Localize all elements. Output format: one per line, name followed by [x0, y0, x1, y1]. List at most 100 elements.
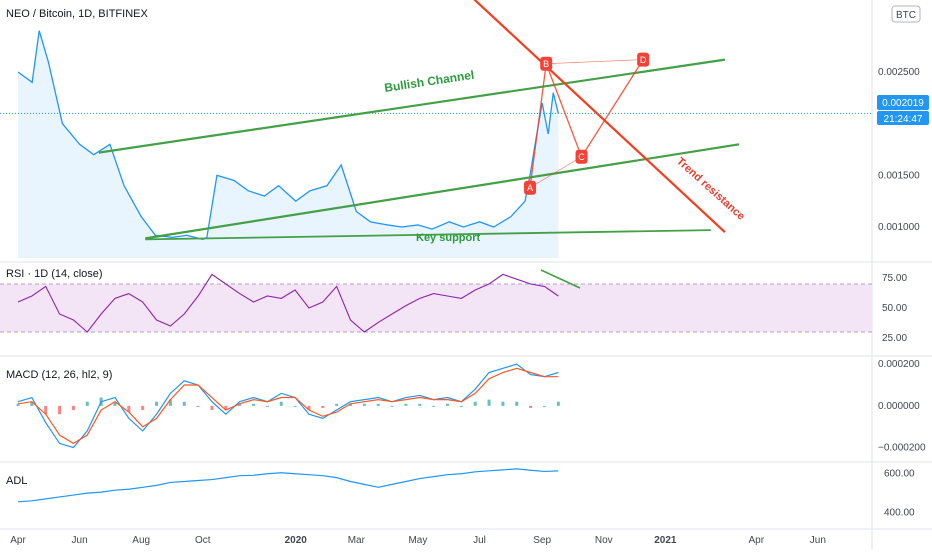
- macd-histogram-bar: [487, 399, 491, 406]
- trend-resistance-line: [473, 0, 726, 233]
- macd-histogram-bar: [529, 405, 533, 408]
- signal-series-line: [17, 367, 559, 445]
- pattern-leg-ab: [529, 63, 547, 188]
- rsi-y-tick: 25.00: [882, 333, 907, 344]
- macd-histogram-bar: [252, 403, 256, 406]
- time-tick: Aug: [132, 535, 150, 546]
- price-y-tick: 0.002500: [878, 67, 920, 78]
- macd-histogram-bar: [473, 401, 477, 406]
- adl-series-line: [17, 468, 559, 503]
- macd-histogram-bar: [141, 405, 145, 411]
- countdown-badge: 21:24:47: [877, 111, 929, 125]
- chart-title: NEO / Bitcoin, 1D, BITFINEX: [6, 8, 148, 20]
- harmonic-pattern-lines: [529, 59, 644, 189]
- macd-histogram-bar: [348, 403, 352, 406]
- macd-histogram-bar: [418, 403, 422, 406]
- macd-histogram-bar: [542, 405, 546, 407]
- rsi-y-axis: 75.00 50.00 25.00: [882, 273, 907, 344]
- time-tick: 2020: [285, 535, 308, 546]
- rsi-series-line: [17, 273, 559, 333]
- pattern-point-d: D: [637, 52, 650, 67]
- pattern-point-a: A: [524, 180, 537, 195]
- pattern-leg-ac: [529, 156, 582, 189]
- macd-histogram-bar: [85, 401, 89, 406]
- price-badge: 0.002019: [877, 95, 929, 110]
- macd-histogram-bar: [30, 401, 34, 406]
- time-tick: Apr: [748, 535, 764, 546]
- price-series-line: [17, 30, 559, 241]
- macd-histogram: [16, 397, 560, 415]
- macd-histogram-bar: [224, 405, 228, 411]
- time-tick: May: [408, 535, 427, 546]
- time-tick: Apr: [10, 535, 26, 546]
- time-tick: Oct: [195, 535, 211, 546]
- rsi-divergence-line: [540, 269, 581, 289]
- price-y-tick: 0.001500: [878, 170, 920, 181]
- price-pane: NEO / Bitcoin, 1D, BITFINEX BTC A B C D Bul…: [0, 0, 929, 258]
- rsi-y-tick: 75.00: [882, 273, 907, 284]
- price-y-axis: 0.002500 0.001500 0.001000: [878, 67, 920, 233]
- rsi-band: [0, 284, 872, 332]
- macd-histogram-bar: [293, 405, 297, 407]
- time-tick: Sep: [533, 535, 551, 546]
- pattern-point-badge: [540, 56, 553, 71]
- pattern-point-c: C: [575, 149, 588, 164]
- pattern-point-badge: [524, 180, 537, 195]
- macd-histogram-bar: [44, 405, 48, 415]
- macd-histogram-bar: [376, 403, 380, 406]
- harmonic-pattern-points: A B C D: [524, 52, 650, 195]
- time-tick: Jun: [810, 535, 826, 546]
- rsi-title: RSI · 1D (14, close): [6, 268, 103, 280]
- macd-histogram-bar: [265, 405, 269, 407]
- macd-histogram-bar: [390, 405, 394, 407]
- price-y-tick: 0.001000: [878, 222, 920, 233]
- macd-series-line: [17, 363, 559, 449]
- price-badge-value: 0.002019: [882, 98, 924, 109]
- macd-histogram-bar: [432, 405, 436, 407]
- macd-histogram-bar: [168, 399, 172, 406]
- macd-y-axis: 0.000200 0.000000 −0.000200: [878, 359, 926, 453]
- macd-histogram-bar: [279, 401, 283, 406]
- rsi-y-tick: 50.00: [882, 303, 907, 314]
- bullish-channel-upper-line: [98, 58, 726, 154]
- price-area-fill: [18, 30, 559, 258]
- macd-title: MACD (12, 26, hl2, 9): [6, 369, 112, 381]
- currency-button[interactable]: BTC: [891, 5, 921, 23]
- macd-histogram-bar: [307, 405, 311, 411]
- adl-title: ADL: [6, 475, 27, 487]
- macd-histogram-bar: [71, 405, 75, 411]
- pattern-point-badge: [575, 149, 588, 164]
- adl-y-tick: 400.00: [884, 507, 915, 518]
- key-support-line: [145, 229, 711, 241]
- pattern-point-label: D: [640, 55, 647, 65]
- time-tick: Jul: [473, 535, 486, 546]
- adl-y-axis: 600.00 400.00: [884, 469, 915, 519]
- macd-histogram-bar: [501, 401, 505, 406]
- macd-histogram-bar: [58, 405, 62, 415]
- macd-y-tick: 0.000200: [878, 359, 920, 370]
- macd-histogram-bar: [155, 401, 159, 406]
- macd-histogram-bar: [459, 405, 463, 407]
- macd-histogram-bar: [113, 401, 117, 406]
- time-tick: Jun: [72, 535, 88, 546]
- pattern-point-label: B: [543, 59, 549, 69]
- pattern-leg-bc: [545, 63, 583, 157]
- macd-histogram-bar: [238, 403, 242, 406]
- time-axis: Apr Jun Aug Oct 2020 Mar May Jul Sep Nov 2021 Apr Ju…: [10, 535, 826, 546]
- bullish-channel-lower-line: [145, 143, 740, 240]
- macd-histogram-bar: [404, 403, 408, 406]
- time-tick: Nov: [595, 535, 613, 546]
- pattern-leg-cd: [580, 59, 644, 158]
- macd-histogram-bar: [335, 403, 339, 406]
- macd-y-tick: −0.000200: [878, 443, 926, 454]
- pattern-point-label: C: [578, 152, 585, 162]
- time-tick: Mar: [348, 535, 366, 546]
- macd-histogram-bar: [362, 403, 366, 406]
- macd-histogram-bar: [556, 401, 560, 406]
- macd-histogram-bar: [210, 405, 214, 411]
- currency-button-label: BTC: [896, 10, 916, 21]
- adl-y-tick: 600.00: [884, 469, 915, 480]
- rsi-pane: RSI · 1D (14, close) 75.00 50.00 25.00: [0, 268, 907, 344]
